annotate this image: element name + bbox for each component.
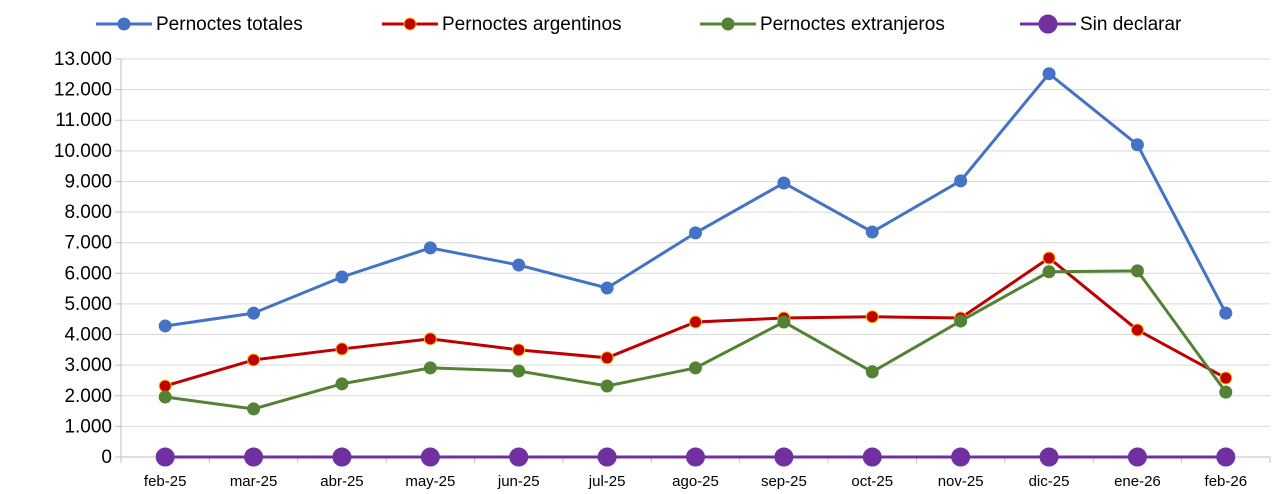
data-point (1219, 371, 1233, 385)
data-point (158, 379, 172, 393)
data-point (332, 447, 352, 467)
data-point (777, 176, 791, 190)
y-tick-label: 2.000 (64, 386, 112, 407)
x-tick-label: abr-25 (320, 473, 363, 490)
data-point (1130, 264, 1144, 278)
data-point (689, 315, 702, 329)
data-point (335, 270, 349, 284)
data-point (423, 361, 437, 375)
data-point (1130, 138, 1144, 152)
y-tick-label: 8.000 (64, 202, 112, 223)
data-point (954, 314, 968, 328)
data-point (1039, 447, 1059, 467)
data-point (244, 447, 264, 467)
data-point (600, 351, 614, 365)
data-point (686, 447, 705, 467)
x-tick-label: ago-25 (672, 473, 719, 490)
x-tick-label: nov-25 (938, 473, 984, 490)
y-tick-label: 5.000 (64, 294, 112, 315)
x-tick-label: oct-25 (851, 473, 893, 490)
x-tick-label: feb-26 (1205, 473, 1248, 490)
series-line (164, 269, 1228, 411)
data-point (865, 365, 879, 379)
data-point (865, 310, 879, 324)
x-tick-label: jun-25 (497, 473, 540, 490)
data-point (247, 306, 261, 320)
data-point (1219, 306, 1233, 320)
data-point (600, 379, 614, 393)
data-point (158, 319, 172, 333)
legend-marker (117, 17, 131, 31)
data-point (600, 281, 614, 295)
data-point (1219, 385, 1233, 399)
legend-marker (1038, 14, 1058, 34)
data-point (512, 343, 526, 357)
data-point (1042, 251, 1056, 265)
data-point (1042, 265, 1056, 279)
y-tick-label: 1.000 (64, 416, 112, 437)
data-point (158, 390, 172, 404)
data-point (512, 258, 526, 272)
data-point (597, 447, 617, 467)
x-tick-label: ene-26 (1114, 473, 1161, 490)
data-point (247, 402, 261, 416)
y-tick-label: 3.000 (64, 355, 112, 376)
y-tick-label: 0 (101, 447, 112, 468)
y-tick-label: 10.000 (54, 141, 112, 162)
data-point (1130, 323, 1144, 337)
data-point (509, 447, 529, 467)
x-tick-label: jul-25 (588, 473, 626, 490)
data-point (865, 225, 879, 239)
data-point (777, 315, 791, 329)
y-tick-label: 4.000 (64, 325, 112, 346)
y-tick-label: 11.000 (55, 110, 112, 131)
data-point (155, 447, 175, 467)
data-point (1216, 447, 1236, 467)
y-tick-label: 7.000 (64, 233, 112, 254)
legend-label: Pernoctes extranjeros (760, 14, 945, 35)
x-tick-label: sep-25 (761, 473, 807, 490)
x-tick-label: mar-25 (230, 473, 278, 490)
x-tick-label: feb-25 (144, 473, 187, 490)
y-tick-label: 13.000 (54, 49, 112, 70)
legend-label: Sin declarar (1080, 14, 1182, 35)
data-point (423, 241, 437, 255)
y-tick-label: 12.000 (54, 80, 112, 101)
data-point (689, 226, 702, 240)
data-point (1127, 447, 1147, 467)
data-point (247, 353, 261, 367)
data-point (423, 332, 437, 346)
data-point (335, 377, 349, 391)
x-tick-label: dic-25 (1029, 473, 1070, 490)
data-point (335, 342, 349, 356)
data-point (1042, 67, 1056, 81)
legend-marker (721, 17, 735, 31)
x-tick-label: may-25 (405, 473, 455, 490)
series-line (164, 71, 1228, 328)
data-point (689, 361, 702, 375)
data-point (420, 447, 440, 467)
data-point (954, 174, 968, 188)
legend-label: Pernoctes argentinos (442, 14, 622, 35)
legend-label: Pernoctes totales (156, 14, 303, 35)
y-tick-label: 6.000 (64, 263, 112, 284)
data-point (951, 447, 971, 467)
y-tick-label: 9.000 (64, 171, 112, 192)
data-point (512, 364, 526, 378)
data-point (862, 447, 882, 467)
legend-marker (403, 17, 417, 31)
data-point (774, 447, 794, 467)
